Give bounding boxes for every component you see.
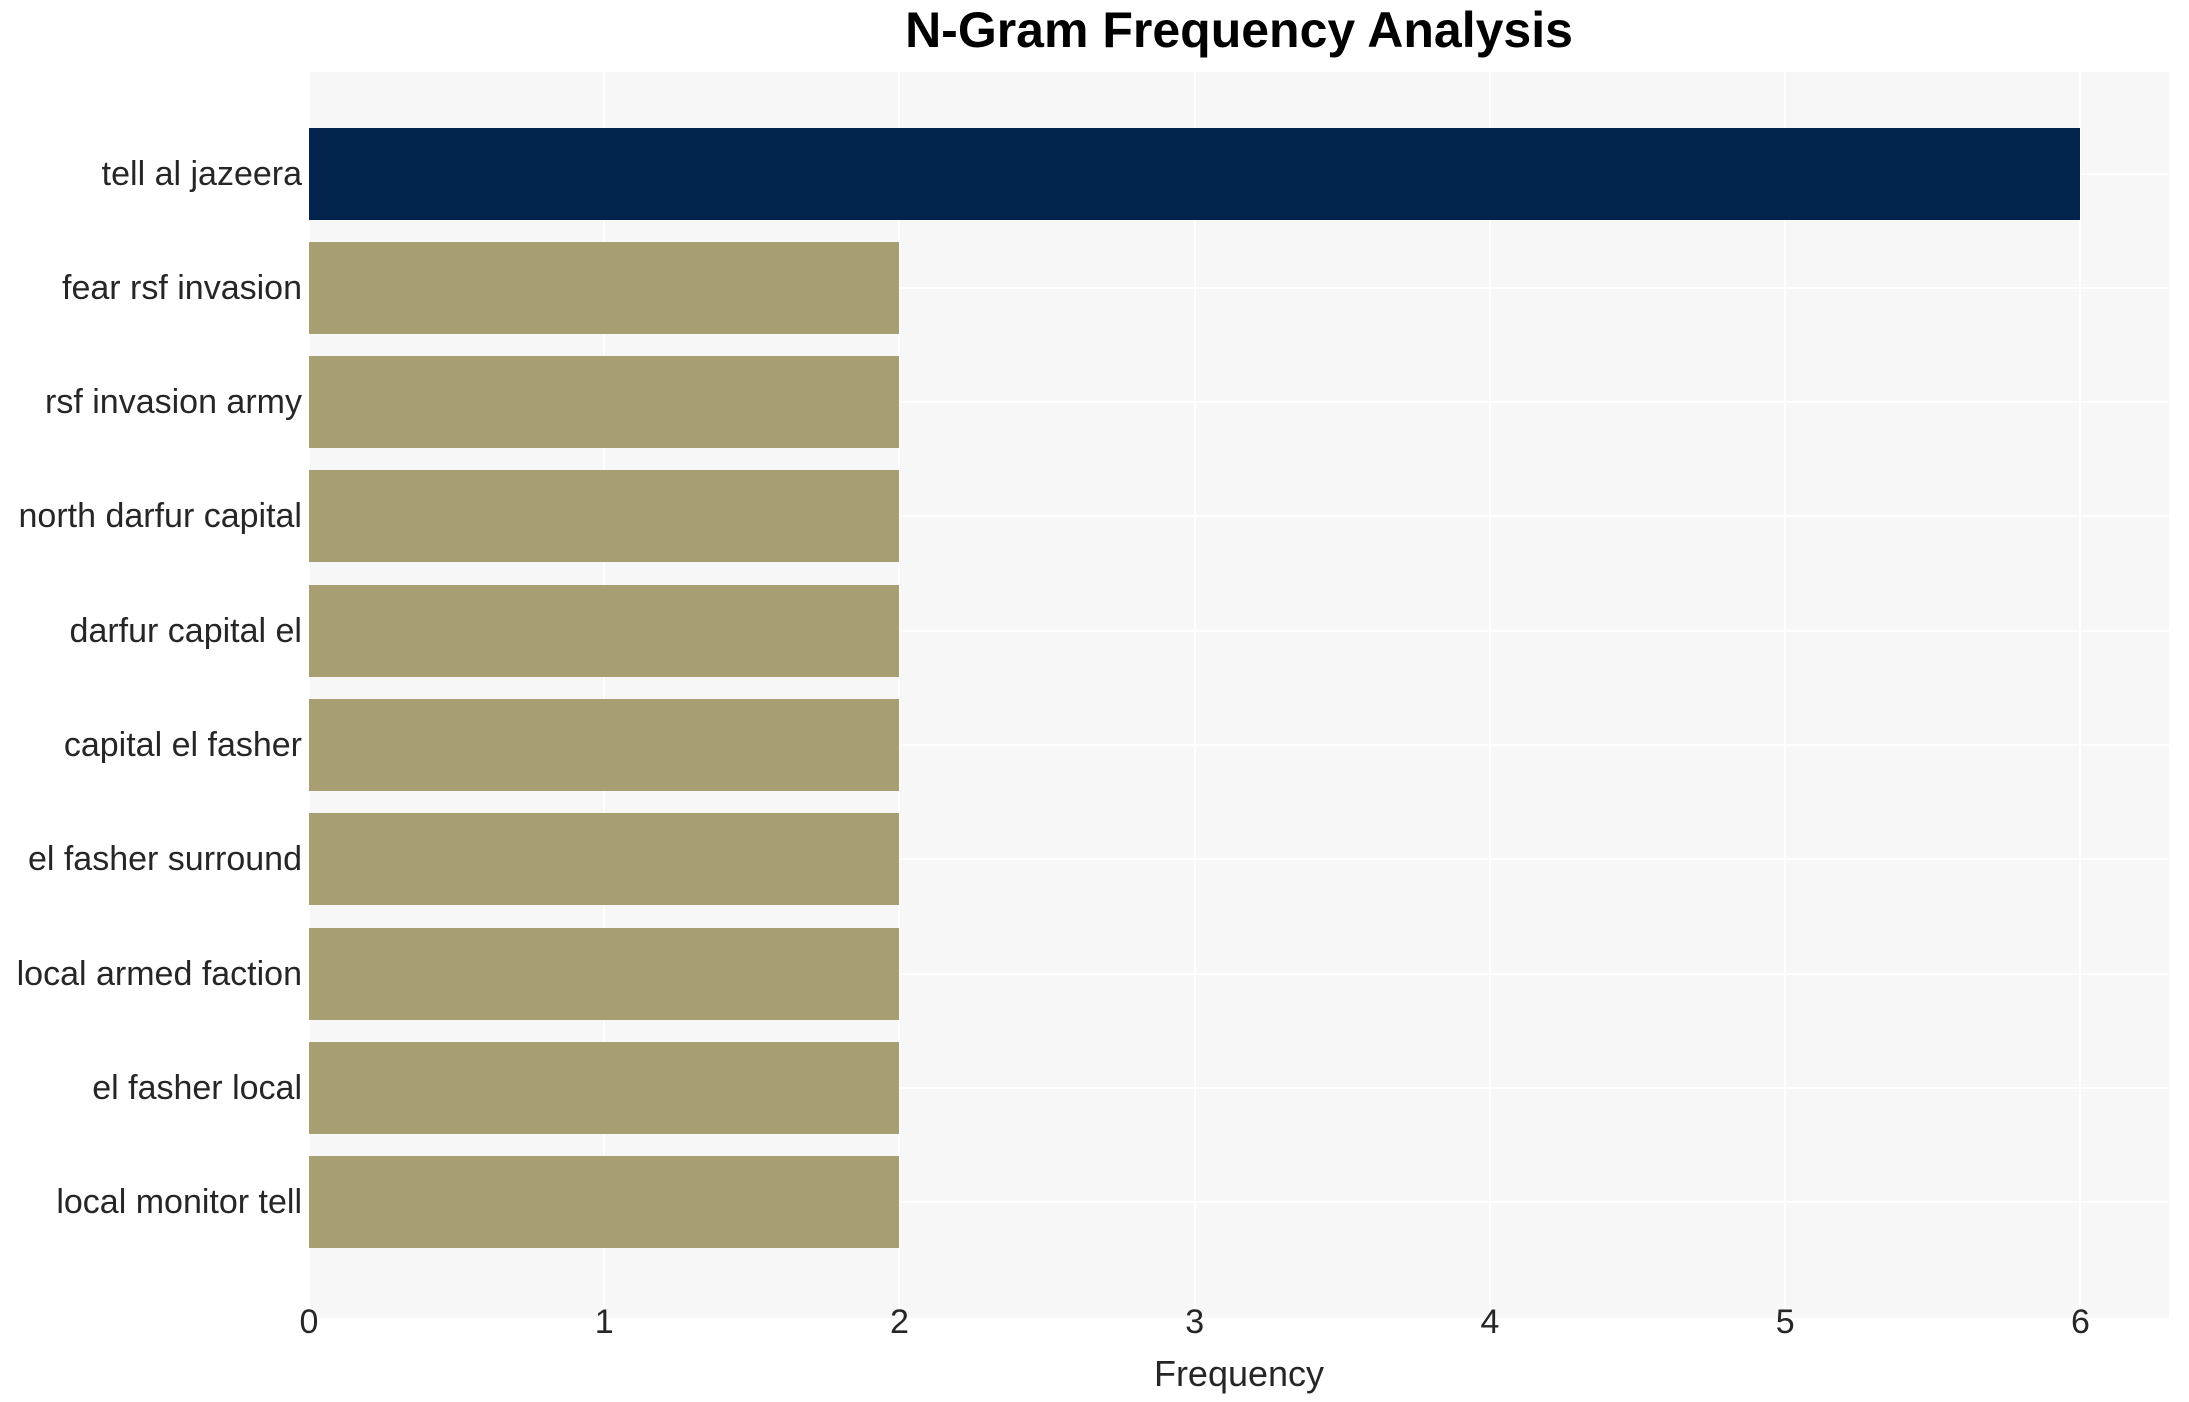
category-label: tell al jazeera	[101, 154, 302, 193]
category-label: local monitor tell	[56, 1183, 302, 1222]
category-label: rsf invasion army	[45, 383, 302, 422]
chart-title: N-Gram Frequency Analysis	[905, 2, 1573, 58]
category-label: capital el fasher	[63, 726, 302, 764]
gridline-vertical	[1488, 72, 1491, 1318]
bar-el-fasher-surround	[309, 813, 900, 906]
bar-local-armed-faction	[309, 927, 900, 1020]
gridline-vertical	[603, 72, 606, 1318]
bar-fear-rsf-invasion	[309, 241, 900, 334]
gridline-horizontal	[309, 515, 2169, 518]
gridline-vertical	[898, 72, 901, 1318]
gridline-vertical	[1784, 72, 1787, 1318]
bar-el-fasher-local	[309, 1041, 900, 1134]
category-label: el fasher local	[92, 1068, 302, 1107]
bar-rsf-invasion-army	[309, 356, 900, 449]
bar-darfur-capital-el	[309, 584, 900, 677]
category-label: north darfur capital	[18, 497, 303, 536]
gridline-horizontal	[309, 858, 2169, 861]
gridline-horizontal	[309, 286, 2169, 289]
x-tick-label: 4	[1480, 1303, 1500, 1341]
category-label: darfur capital el	[69, 611, 302, 650]
gridline-vertical	[1193, 72, 1196, 1318]
x-axis-label: Frequency	[1153, 1353, 1325, 1394]
bar-local-monitor-tell	[309, 1156, 900, 1249]
gridline-horizontal	[309, 744, 2169, 746]
x-tick-label: 1	[594, 1303, 614, 1341]
bar-tell-al-jazeera	[309, 127, 2081, 220]
bar-north-darfur-capital	[309, 470, 900, 563]
gridline-horizontal	[309, 629, 2169, 632]
gridline-vertical	[2079, 72, 2082, 1318]
plot-area	[308, 72, 2169, 1318]
x-tick-label: 3	[1185, 1303, 1205, 1341]
gridline-horizontal	[309, 401, 2169, 404]
gridline-vertical	[308, 72, 310, 1318]
x-tick-label: 6	[2070, 1303, 2090, 1341]
category-label: fear rsf invasion	[62, 268, 302, 307]
gridline-horizontal	[309, 972, 2169, 975]
category-label: el fasher surround	[27, 840, 302, 879]
category-label: local armed faction	[16, 954, 302, 993]
x-tick-label: 5	[1775, 1303, 1795, 1341]
gridline-horizontal	[309, 1201, 2169, 1204]
x-tick-label: 0	[299, 1303, 319, 1341]
gridline-horizontal	[309, 1086, 2169, 1089]
bar-capital-el-fasher	[309, 699, 900, 791]
x-tick-label: 2	[890, 1303, 909, 1341]
